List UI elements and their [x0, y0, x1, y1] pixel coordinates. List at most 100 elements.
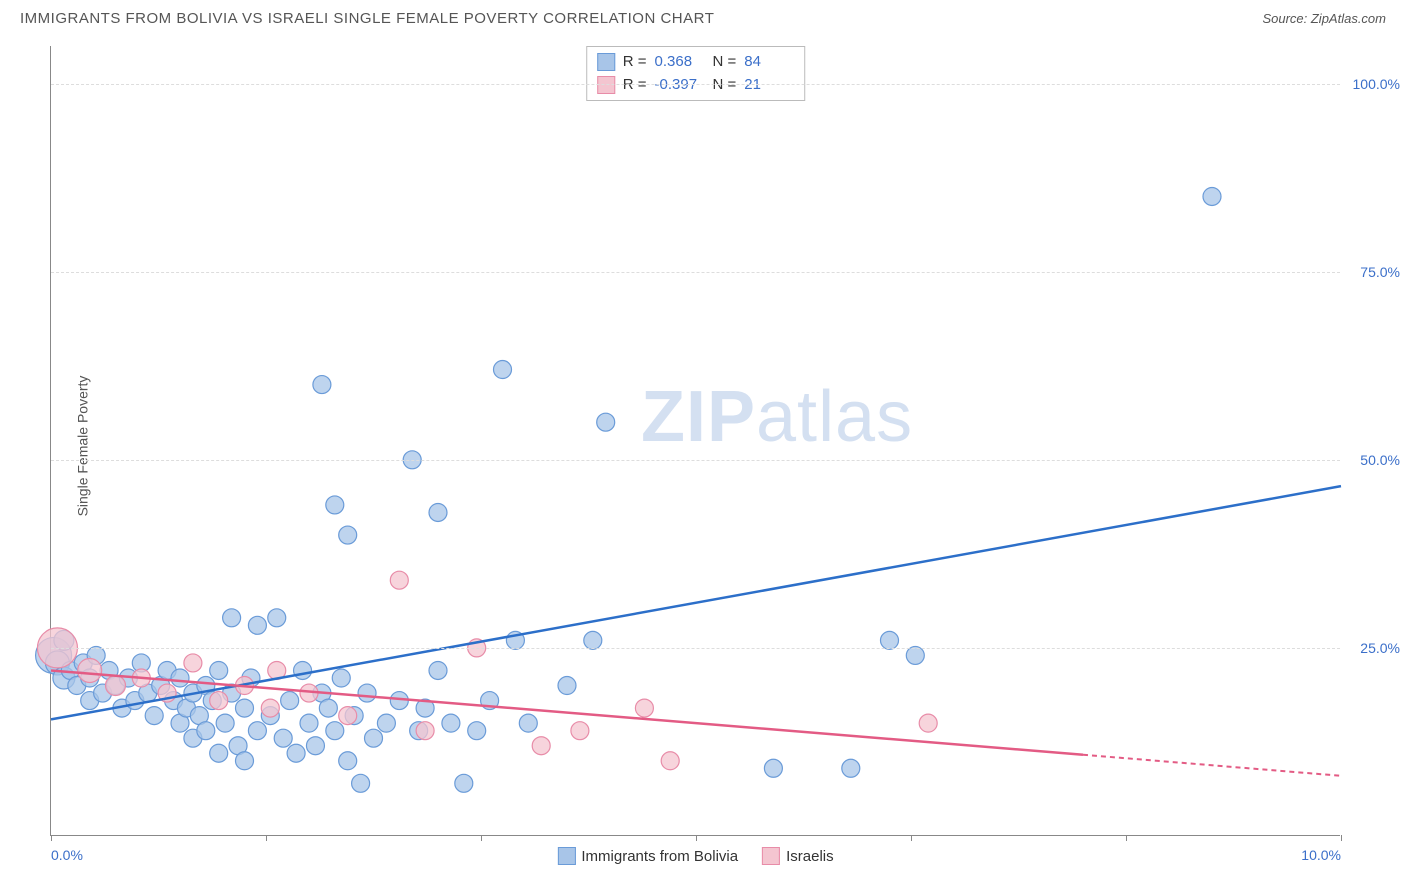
xtick-label: 0.0% — [51, 847, 83, 863]
stats-legend-box: R = 0.368 N = 84 R = -0.397 N = 21 — [586, 46, 806, 101]
data-point — [300, 714, 318, 732]
swatch-series2 — [597, 76, 615, 94]
data-point — [210, 692, 228, 710]
legend-item-series1: Immigrants from Bolivia — [557, 847, 738, 865]
data-point — [326, 496, 344, 514]
data-point — [248, 616, 266, 634]
legend-label-series2: Israelis — [786, 848, 834, 865]
n-value-series2: 21 — [744, 74, 794, 97]
chart-title: IMMIGRANTS FROM BOLIVIA VS ISRAELI SINGL… — [20, 10, 714, 27]
r-label: R = — [623, 74, 647, 97]
data-point — [390, 571, 408, 589]
ytick-label: 75.0% — [1360, 264, 1400, 280]
data-point — [584, 631, 602, 649]
xtick-label: 10.0% — [1301, 847, 1341, 863]
data-point — [661, 752, 679, 770]
data-point — [78, 658, 102, 682]
data-point — [106, 676, 126, 696]
r-label: R = — [623, 51, 647, 74]
chart-header: IMMIGRANTS FROM BOLIVIA VS ISRAELI SINGL… — [0, 0, 1406, 33]
source-attribution: Source: ZipAtlas.com — [1262, 11, 1386, 26]
data-point — [332, 669, 350, 687]
data-point — [223, 609, 241, 627]
gridline-h — [51, 272, 1340, 273]
data-point — [197, 722, 215, 740]
xtick — [696, 835, 697, 841]
trend-line-dashed — [1083, 755, 1341, 776]
data-point — [532, 737, 550, 755]
data-point — [171, 669, 189, 687]
n-label: N = — [713, 74, 737, 97]
data-point — [306, 737, 324, 755]
data-point — [429, 503, 447, 521]
data-point — [236, 699, 254, 717]
data-point — [210, 661, 228, 679]
data-point — [281, 692, 299, 710]
data-point — [236, 752, 254, 770]
data-point — [184, 654, 202, 672]
source-label: Source: — [1262, 11, 1310, 26]
data-point — [494, 361, 512, 379]
n-label: N = — [713, 51, 737, 74]
xtick — [1341, 835, 1342, 841]
data-point — [358, 684, 376, 702]
ytick-label: 25.0% — [1360, 640, 1400, 656]
scatter-svg — [51, 46, 1340, 835]
legend-swatch-series1 — [557, 847, 575, 865]
bottom-legend: Immigrants from Bolivia Israelis — [557, 847, 833, 865]
data-point — [597, 413, 615, 431]
data-point — [377, 714, 395, 732]
data-point — [416, 722, 434, 740]
data-point — [842, 759, 860, 777]
data-point — [339, 526, 357, 544]
data-point — [906, 646, 924, 664]
data-point — [145, 707, 163, 725]
data-point — [919, 714, 937, 732]
stats-row-series2: R = -0.397 N = 21 — [597, 74, 795, 97]
data-point — [319, 699, 337, 717]
stats-row-series1: R = 0.368 N = 84 — [597, 51, 795, 74]
data-point — [571, 722, 589, 740]
data-point — [339, 752, 357, 770]
data-point — [442, 714, 460, 732]
data-point — [1203, 187, 1221, 205]
swatch-series1 — [597, 53, 615, 71]
data-point — [558, 677, 576, 695]
gridline-h — [51, 460, 1340, 461]
data-point — [210, 744, 228, 762]
source-name: ZipAtlas.com — [1311, 11, 1386, 26]
gridline-h — [51, 84, 1340, 85]
r-value-series1: 0.368 — [655, 51, 705, 74]
ytick-label: 100.0% — [1353, 76, 1400, 92]
legend-swatch-series2 — [762, 847, 780, 865]
xtick — [1126, 835, 1127, 841]
data-point — [365, 729, 383, 747]
data-point — [326, 722, 344, 740]
plot-area: ZIPatlas R = 0.368 N = 84 R = -0.397 N =… — [50, 46, 1340, 836]
data-point — [881, 631, 899, 649]
data-point — [216, 714, 234, 732]
r-value-series2: -0.397 — [655, 74, 705, 97]
data-point — [248, 722, 266, 740]
gridline-h — [51, 648, 1340, 649]
data-point — [429, 661, 447, 679]
data-point — [313, 376, 331, 394]
legend-label-series1: Immigrants from Bolivia — [581, 848, 738, 865]
data-point — [635, 699, 653, 717]
data-point — [261, 699, 279, 717]
data-point — [268, 609, 286, 627]
legend-item-series2: Israelis — [762, 847, 834, 865]
trend-line — [51, 486, 1341, 719]
xtick — [266, 835, 267, 841]
data-point — [339, 707, 357, 725]
ytick-label: 50.0% — [1360, 452, 1400, 468]
data-point — [287, 744, 305, 762]
data-point — [519, 714, 537, 732]
data-point — [274, 729, 292, 747]
data-point — [764, 759, 782, 777]
n-value-series1: 84 — [744, 51, 794, 74]
data-point — [294, 661, 312, 679]
data-point — [455, 774, 473, 792]
data-point — [468, 722, 486, 740]
xtick — [51, 835, 52, 841]
